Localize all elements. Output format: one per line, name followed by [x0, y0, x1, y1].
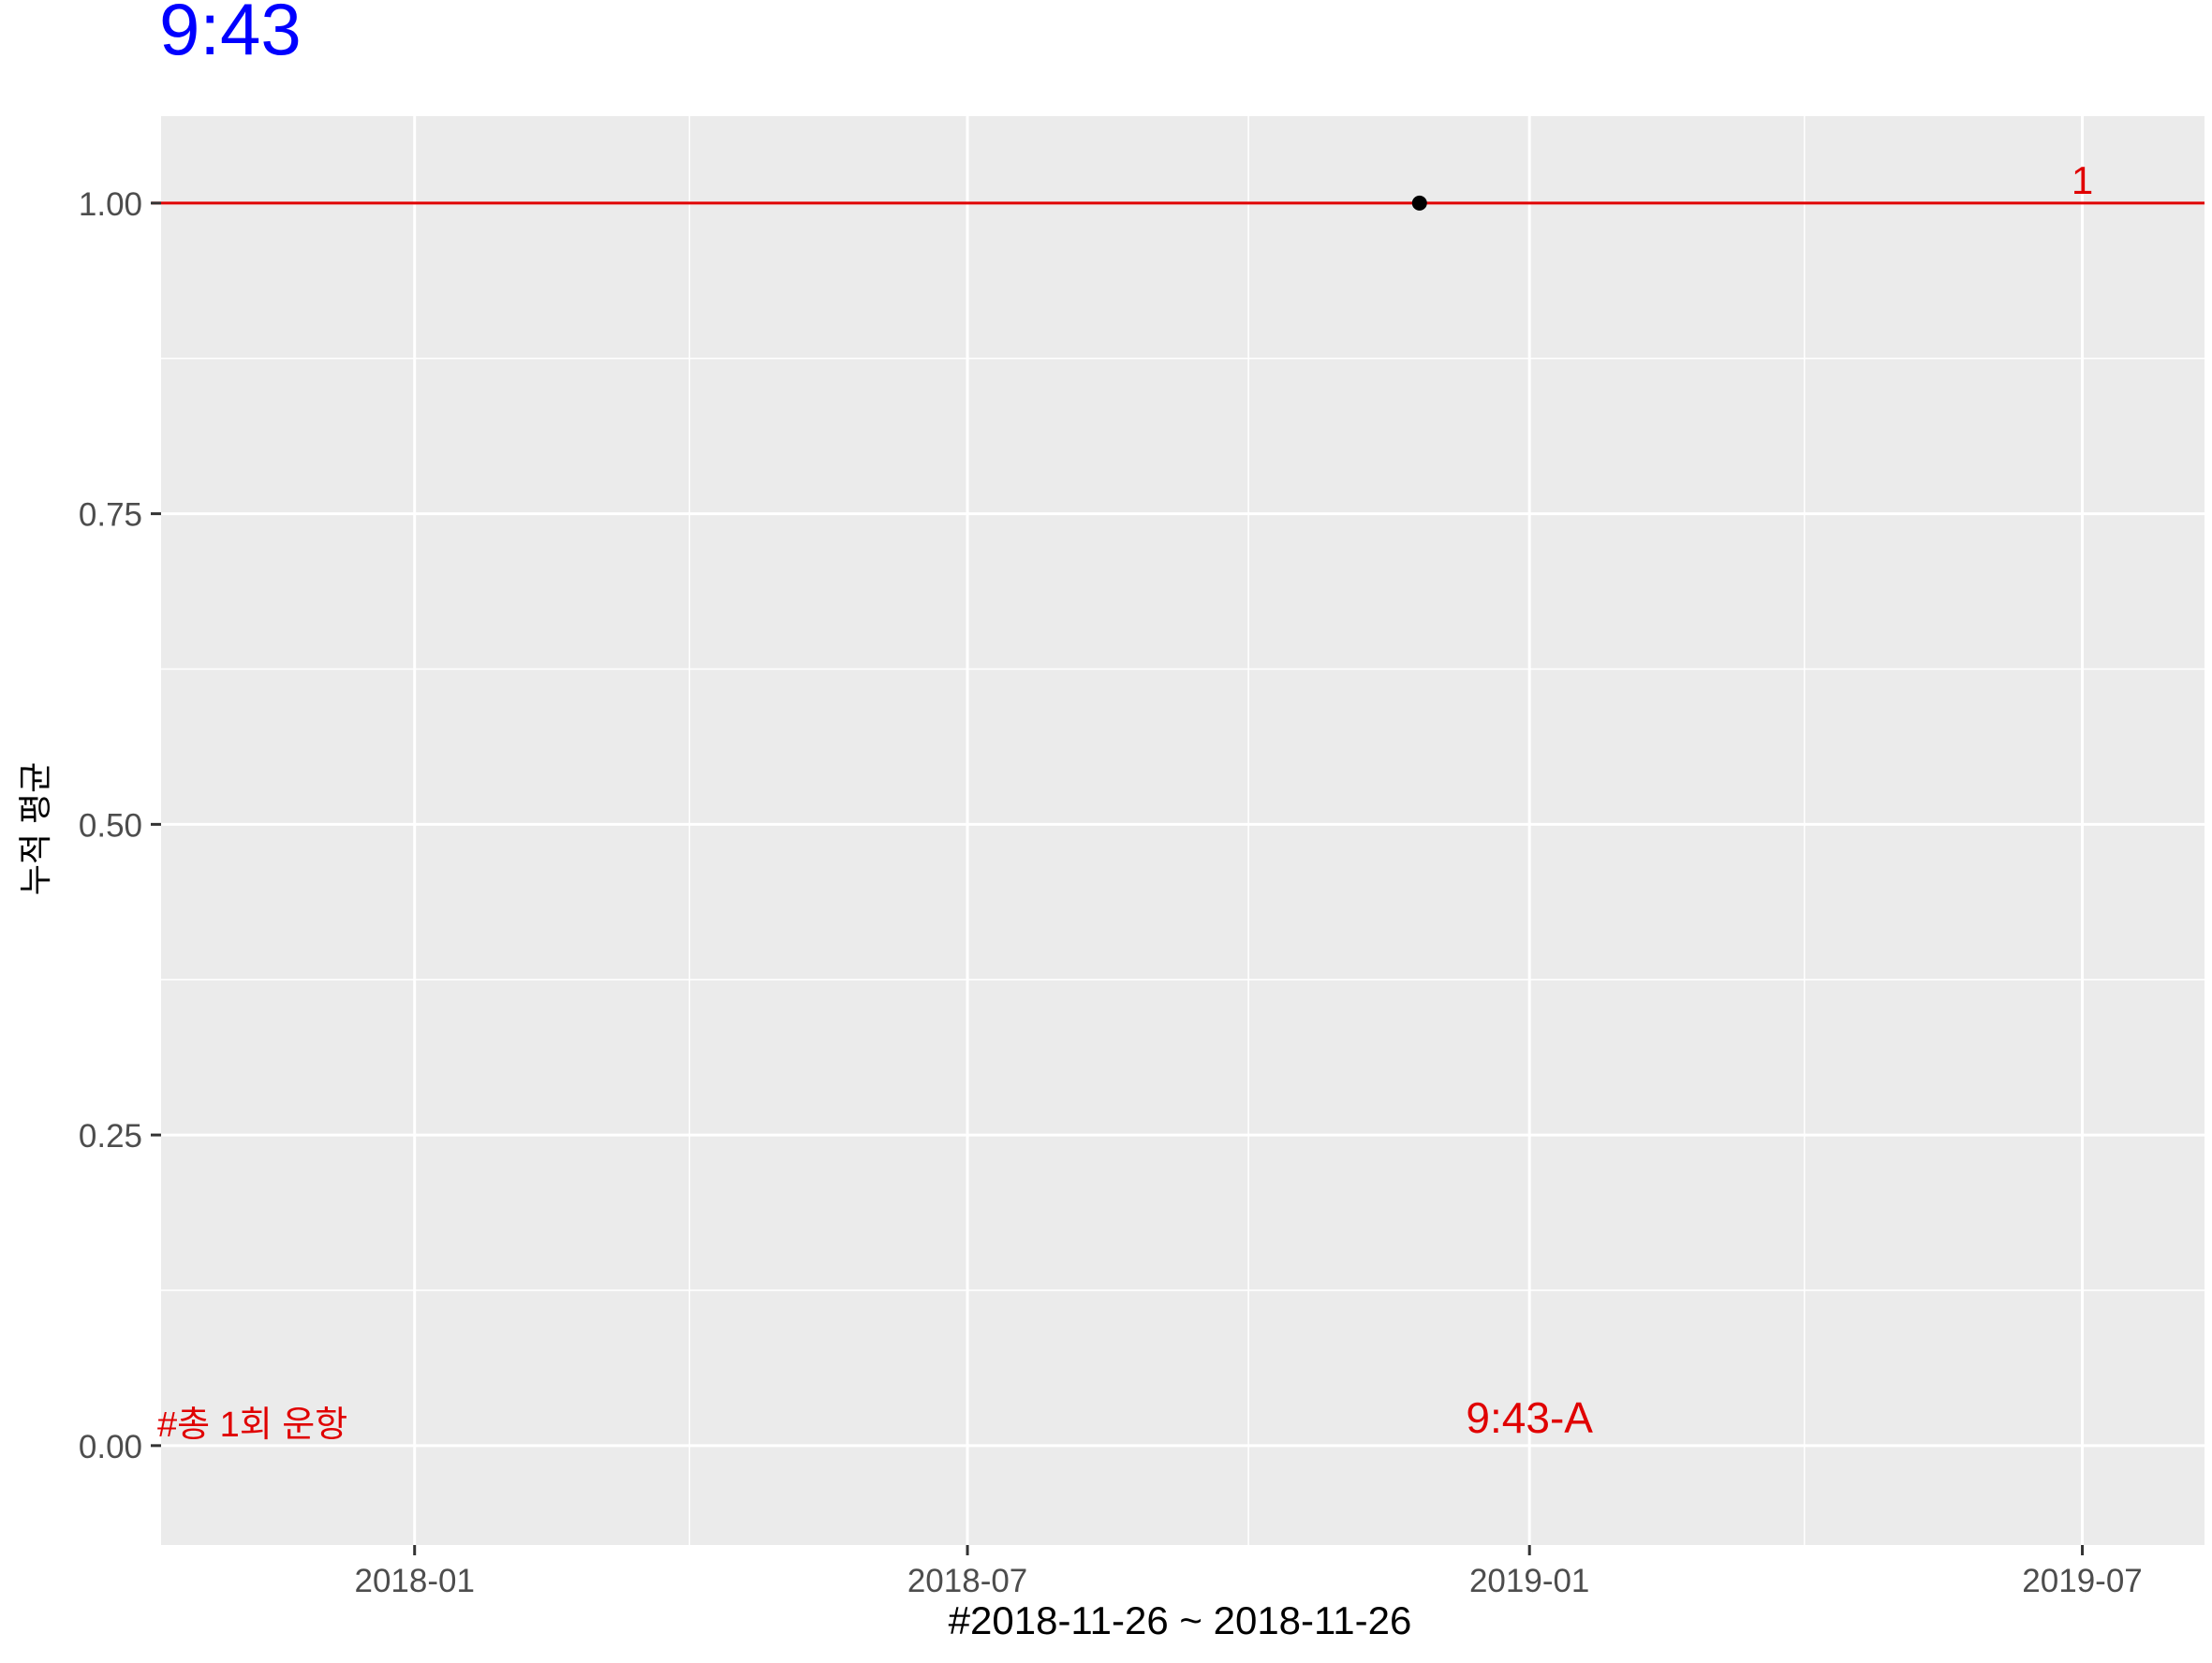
plot-panel	[161, 116, 2205, 1545]
x-tick-label: 2019-01	[1469, 1563, 1589, 1599]
annotations: #총 1회 운항 9:43-A	[157, 1393, 1593, 1445]
x-axis: 2018-01 2018-07 2019-01 2019-07	[354, 1545, 2143, 1599]
data-points	[1411, 195, 1427, 211]
reference-line-label: 1	[2072, 158, 2093, 202]
y-axis-title: 누적 평균	[16, 762, 54, 895]
annotation-label: #총 1회 운항	[157, 1405, 347, 1445]
y-tick-label: 0.50	[79, 807, 142, 844]
data-point	[1411, 195, 1427, 211]
annotation-label: 9:43-A	[1466, 1393, 1593, 1442]
minor-gridlines	[161, 116, 2205, 1545]
x-axis-title: #2018-11-26 ~ 2018-11-26	[949, 1598, 1412, 1642]
chart-title: 9:43	[159, 0, 302, 70]
y-axis: 0.00 0.25 0.50 0.75 1.00	[79, 186, 161, 1465]
y-tick-label: 0.75	[79, 497, 142, 534]
x-tick-label: 2018-01	[354, 1563, 474, 1599]
y-tick-label: 1.00	[79, 186, 142, 223]
y-tick-label: 0.25	[79, 1118, 142, 1155]
x-tick-label: 2018-07	[907, 1563, 1027, 1599]
reference-line-group: 1	[152, 158, 2205, 205]
x-tick-label: 2019-07	[2022, 1563, 2142, 1599]
y-tick-label: 0.00	[79, 1429, 142, 1465]
